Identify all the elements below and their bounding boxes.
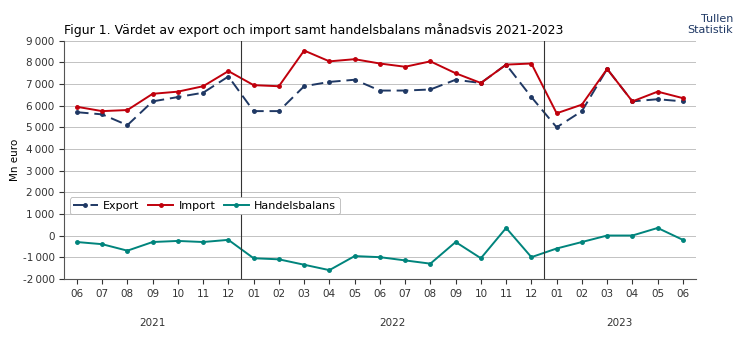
Text: 2023: 2023 [606, 318, 633, 328]
Export [401, 88, 410, 92]
Export [476, 81, 485, 85]
Handelsbalans [350, 254, 359, 258]
Handelsbalans [603, 234, 612, 238]
Line: Handelsbalans: Handelsbalans [75, 226, 685, 272]
Import [401, 65, 410, 69]
Handelsbalans [148, 240, 157, 244]
Handelsbalans [476, 256, 485, 260]
Handelsbalans [426, 261, 435, 266]
Handelsbalans [299, 263, 308, 267]
Export [451, 78, 460, 82]
Export [552, 125, 561, 130]
Import [375, 62, 384, 66]
Handelsbalans [325, 268, 334, 272]
Handelsbalans [98, 242, 107, 246]
Import [199, 84, 208, 88]
Export [73, 110, 82, 114]
Export [274, 109, 284, 113]
Handelsbalans [451, 240, 460, 244]
Export [148, 99, 157, 103]
Handelsbalans [274, 257, 284, 261]
Import [578, 103, 587, 107]
Handelsbalans [527, 255, 536, 259]
Text: 2022: 2022 [380, 318, 406, 328]
Text: Tullen
Statistik: Tullen Statistik [688, 14, 733, 35]
Import [653, 90, 662, 94]
Export [249, 109, 258, 113]
Handelsbalans [375, 255, 384, 259]
Import [325, 59, 334, 63]
Import [274, 84, 284, 88]
Handelsbalans [578, 240, 587, 244]
Export [653, 97, 662, 101]
Import [299, 49, 308, 53]
Line: Import: Import [75, 49, 685, 115]
Text: 2021: 2021 [139, 318, 166, 328]
Import [73, 105, 82, 109]
Import [627, 99, 637, 103]
Handelsbalans [653, 226, 662, 230]
Handelsbalans [122, 249, 132, 253]
Import [678, 96, 687, 100]
Export [603, 67, 612, 71]
Import [173, 90, 182, 94]
Import [122, 108, 132, 112]
Handelsbalans [224, 238, 233, 242]
Export [502, 63, 511, 67]
Import [350, 57, 359, 61]
Export [299, 84, 308, 88]
Export [199, 91, 208, 95]
Handelsbalans [552, 246, 561, 251]
Import [426, 59, 435, 63]
Export [325, 80, 334, 84]
Export [426, 87, 435, 91]
Import [502, 63, 511, 67]
Export [627, 99, 637, 103]
Import [224, 69, 233, 73]
Handelsbalans [173, 239, 182, 243]
Text: Figur 1. Värdet av export och import samt handelsbalans månadsvis 2021-2023: Figur 1. Värdet av export och import sam… [64, 23, 564, 37]
Import [451, 71, 460, 75]
Export [173, 95, 182, 99]
Import [552, 111, 561, 115]
Export [678, 99, 687, 103]
Import [476, 81, 485, 85]
Export [350, 78, 359, 82]
Export [224, 74, 233, 79]
Handelsbalans [502, 226, 511, 230]
Line: Export: Export [75, 63, 685, 129]
Handelsbalans [199, 240, 208, 244]
Handelsbalans [678, 238, 687, 242]
Y-axis label: Mn euro: Mn euro [10, 139, 20, 181]
Handelsbalans [401, 258, 410, 262]
Import [148, 92, 157, 96]
Export [98, 112, 107, 116]
Handelsbalans [73, 240, 82, 244]
Export [122, 123, 132, 127]
Handelsbalans [249, 256, 258, 260]
Export [578, 109, 587, 113]
Legend: Export, Import, Handelsbalans: Export, Import, Handelsbalans [70, 198, 339, 214]
Import [249, 83, 258, 87]
Import [527, 62, 536, 66]
Handelsbalans [627, 234, 637, 238]
Export [527, 95, 536, 99]
Import [603, 67, 612, 71]
Export [375, 88, 384, 92]
Import [98, 109, 107, 113]
